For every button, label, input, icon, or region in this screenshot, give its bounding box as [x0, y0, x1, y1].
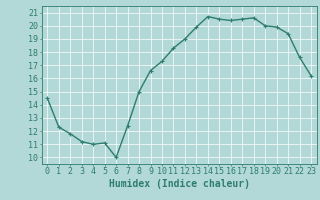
X-axis label: Humidex (Indice chaleur): Humidex (Indice chaleur) [109, 179, 250, 189]
